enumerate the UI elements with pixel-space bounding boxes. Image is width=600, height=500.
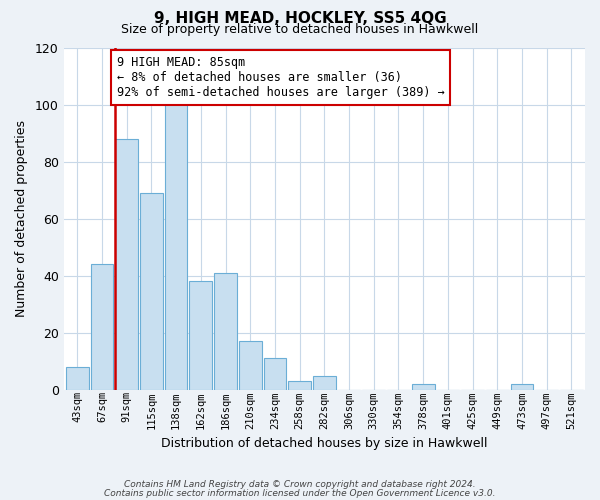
Bar (288, 381, 311, 390)
Bar (66, 367, 89, 390)
X-axis label: Distribution of detached houses by size in Hawkwell: Distribution of detached houses by size … (161, 437, 488, 450)
Bar (511, 384, 533, 390)
Text: Contains public sector information licensed under the Open Government Licence v3: Contains public sector information licen… (104, 488, 496, 498)
Bar (140, 193, 163, 390)
Bar (214, 273, 237, 390)
Y-axis label: Number of detached properties: Number of detached properties (15, 120, 28, 317)
Bar (115, 139, 138, 390)
Bar (91, 264, 113, 390)
Text: 9, HIGH MEAD, HOCKLEY, SS5 4QG: 9, HIGH MEAD, HOCKLEY, SS5 4QG (154, 11, 446, 26)
Bar (412, 384, 434, 390)
Bar (239, 342, 262, 390)
Bar (165, 102, 187, 390)
Text: Size of property relative to detached houses in Hawkwell: Size of property relative to detached ho… (121, 22, 479, 36)
Text: Contains HM Land Registry data © Crown copyright and database right 2024.: Contains HM Land Registry data © Crown c… (124, 480, 476, 489)
Text: 9 HIGH MEAD: 85sqm
← 8% of detached houses are smaller (36)
92% of semi-detached: 9 HIGH MEAD: 85sqm ← 8% of detached hous… (117, 56, 445, 99)
Bar (190, 282, 212, 390)
Bar (263, 358, 286, 390)
Bar (313, 376, 336, 390)
